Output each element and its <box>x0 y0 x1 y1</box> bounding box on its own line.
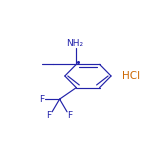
Text: NH₂: NH₂ <box>66 39 83 48</box>
Text: F: F <box>67 111 72 120</box>
Text: F: F <box>46 111 51 120</box>
Text: F: F <box>39 95 44 104</box>
Text: HCl: HCl <box>122 71 140 81</box>
